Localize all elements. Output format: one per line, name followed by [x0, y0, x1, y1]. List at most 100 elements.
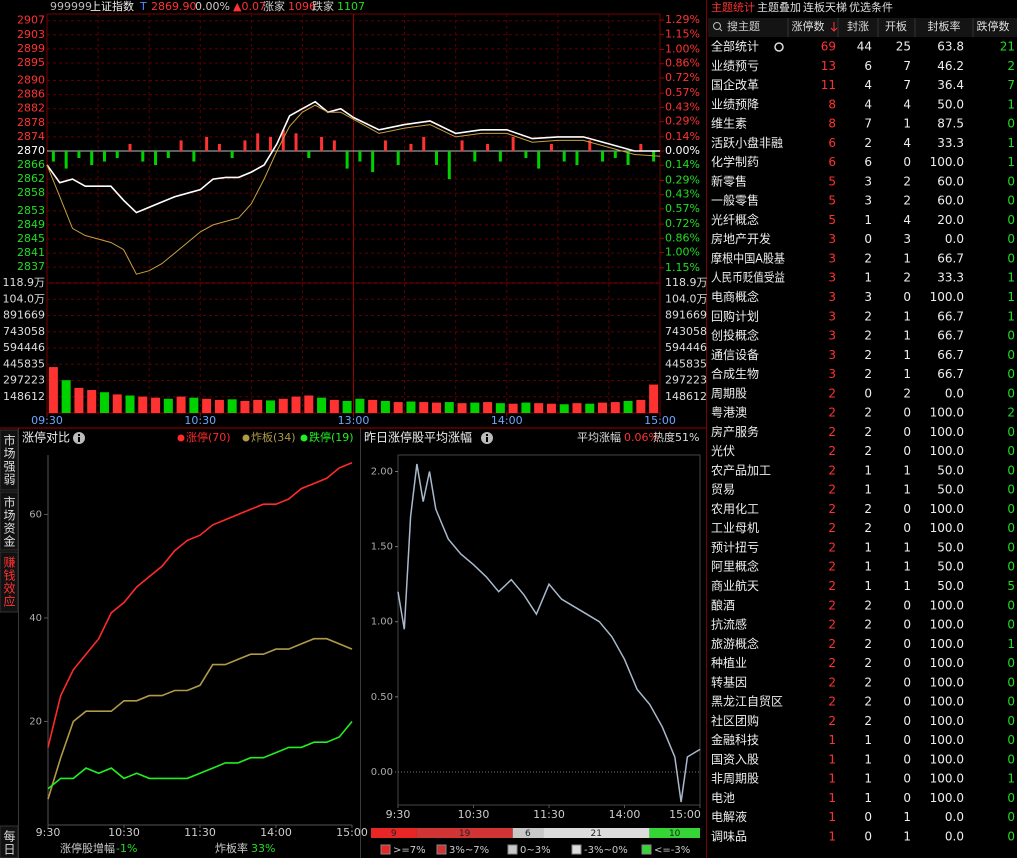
table-cell: 0: [903, 637, 911, 651]
theme-name[interactable]: 电商概念: [711, 289, 759, 304]
theme-name[interactable]: 粤港澳: [711, 405, 747, 420]
theme-name[interactable]: 电解液: [711, 809, 747, 824]
theme-name[interactable]: 酿酒: [711, 597, 735, 612]
theme-name[interactable]: 维生素: [711, 117, 747, 131]
table-cell: 100.0: [930, 695, 964, 709]
table-cell: 2: [864, 656, 872, 670]
table-tab[interactable]: 连板天梯: [803, 0, 847, 14]
table-cell: 2: [864, 251, 872, 265]
theme-name[interactable]: 人民币贬值受益: [711, 270, 785, 285]
column-header[interactable]: 涨停数: [792, 19, 825, 33]
y-tick-label: 2858: [17, 186, 45, 199]
theme-name[interactable]: 业绩预亏: [711, 59, 759, 73]
theme-name[interactable]: 光纤概念: [711, 212, 759, 227]
theme-name[interactable]: 新零售: [711, 173, 747, 188]
table-cell: 3: [828, 309, 836, 323]
volume-bar: [138, 396, 148, 413]
theme-name[interactable]: 国企改革: [711, 77, 759, 92]
side-tab[interactable]: [0, 551, 19, 613]
table-cell: 0: [903, 502, 911, 516]
theme-name[interactable]: 化学制药: [711, 154, 759, 169]
volume-tick-label: 148612: [3, 390, 45, 403]
side-tab[interactable]: [0, 491, 19, 551]
table-tab[interactable]: 主题叠加: [757, 1, 801, 14]
y2-tick-label: 0.57%: [665, 86, 700, 99]
x-tick-label: 15:00: [669, 808, 701, 821]
theme-name[interactable]: 农用化工: [711, 502, 759, 516]
theme-name[interactable]: 房产服务: [711, 424, 759, 439]
table-cell: 2: [903, 194, 911, 208]
column-header[interactable]: 封涨: [847, 19, 869, 33]
theme-name[interactable]: 预计扭亏: [711, 540, 759, 554]
theme-name[interactable]: 社区团购: [711, 713, 759, 728]
column-header[interactable]: 开板: [885, 19, 907, 33]
y-tick-label: 60: [29, 510, 42, 521]
theme-name[interactable]: 调味品: [711, 830, 747, 844]
lead-bar: [562, 151, 566, 162]
theme-name[interactable]: 金融科技: [711, 732, 759, 747]
theme-name[interactable]: 非周期股: [711, 772, 759, 786]
theme-name[interactable]: 光伏: [711, 444, 735, 458]
theme-name[interactable]: 活跃小盘非融: [711, 135, 783, 150]
theme-name[interactable]: 业绩预降: [711, 97, 759, 111]
theme-name[interactable]: 抗流感: [711, 617, 747, 632]
sort-arrow[interactable]: [830, 22, 838, 32]
theme-name[interactable]: 黑龙江自贸区: [711, 695, 783, 709]
theme-name[interactable]: 贸易: [711, 483, 735, 497]
table-cell: 66.7: [937, 329, 964, 343]
theme-name[interactable]: 通信设备: [711, 348, 759, 362]
theme-name[interactable]: 旅游概念: [711, 636, 759, 651]
info-icon[interactable]: [481, 432, 493, 444]
search-icon[interactable]: [713, 22, 723, 32]
y-tick-label: 2907: [17, 14, 45, 27]
search-box[interactable]: 搜主题: [727, 19, 760, 33]
table-cell: 2: [828, 714, 836, 728]
theme-name[interactable]: 一般零售: [711, 193, 759, 208]
x-tick-label: 13:00: [338, 414, 370, 427]
theme-name[interactable]: 创投概念: [711, 328, 759, 343]
column-header[interactable]: 封板率: [928, 19, 961, 33]
theme-name[interactable]: 摩根中国A股基: [711, 250, 785, 265]
side-tab-label[interactable]: 市场强弱: [2, 433, 16, 486]
table-cell: 1: [1007, 271, 1015, 285]
theme-name[interactable]: 合成生物: [711, 366, 759, 381]
table-cell: 1: [903, 579, 911, 593]
table-cell: 100.0: [930, 656, 964, 670]
table-cell: 1: [1007, 136, 1015, 150]
theme-name[interactable]: 房地产开发: [711, 231, 771, 246]
side-tab-label[interactable]: 每日: [2, 829, 16, 856]
theme-name[interactable]: 工业母机: [711, 521, 759, 535]
side-tab[interactable]: [0, 825, 19, 858]
table-tab[interactable]: 优选条件: [849, 0, 893, 14]
column-header[interactable]: 跌停数: [977, 19, 1010, 33]
side-tab[interactable]: [0, 429, 19, 491]
theme-name[interactable]: 国资入股: [711, 752, 759, 766]
lead-bar: [498, 151, 502, 162]
volume-tick-label: 104.0万: [3, 292, 46, 305]
theme-name[interactable]: 周期股: [711, 386, 747, 400]
theme-name[interactable]: 阿里概念: [711, 559, 759, 574]
theme-name[interactable]: 回购计划: [711, 308, 759, 323]
table-cell: 1: [864, 791, 872, 805]
table-header: [708, 18, 1017, 37]
table-cell: 2: [864, 598, 872, 612]
theme-name[interactable]: 农产品加工: [711, 463, 771, 477]
table-tab[interactable]: 主题统计: [711, 1, 755, 14]
theme-name[interactable]: 商业航天: [711, 578, 759, 593]
y-tick-label: 2.00: [371, 467, 393, 478]
side-tab-label[interactable]: 市场资金: [2, 495, 16, 548]
y2-tick-label: 1.15%: [665, 261, 700, 274]
theme-name[interactable]: 转基因: [711, 674, 747, 689]
info-icon[interactable]: [73, 432, 85, 444]
y-tick-label: 2845: [17, 232, 45, 245]
table-cell: 1: [903, 329, 911, 343]
theme-name[interactable]: 电池: [711, 791, 735, 805]
table-cell: 2: [828, 618, 836, 632]
volume-tick-label: 118.9万: [3, 276, 46, 289]
theme-name[interactable]: 全部统计: [711, 39, 759, 54]
volume-bar: [610, 402, 620, 413]
side-tab-label[interactable]: 赚钱效应: [2, 555, 16, 608]
table-cell: 0: [1007, 752, 1015, 766]
table-cell: 0: [1007, 386, 1015, 400]
theme-name[interactable]: 种植业: [711, 655, 747, 670]
